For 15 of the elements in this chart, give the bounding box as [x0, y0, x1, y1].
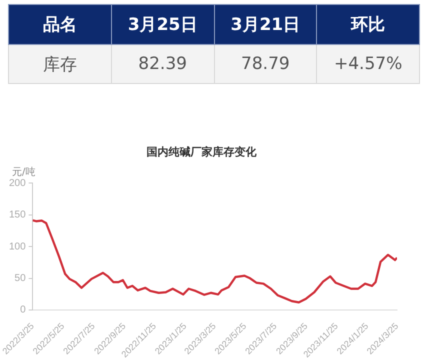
text: 库存: [42, 54, 77, 74]
y-tick-label: 100: [8, 241, 26, 252]
y-tick-label: 0: [20, 304, 26, 316]
y-tick-label: 50: [14, 273, 26, 284]
y-tick-label: 200: [8, 178, 26, 189]
chart-title: 国内纯碱厂家库存变化: [146, 145, 258, 158]
text: 82.39: [138, 54, 187, 74]
category-label: 品名: [8, 4, 112, 44]
y-tick-label: 150: [8, 210, 26, 221]
text: 78.79: [241, 54, 290, 74]
text: +4.57%: [334, 54, 402, 74]
category-label: 3月21日: [214, 4, 317, 44]
category-label: 环比: [316, 4, 420, 44]
y-axis-title: 元/吨: [12, 166, 36, 178]
category-label: 3月25日: [111, 4, 214, 44]
